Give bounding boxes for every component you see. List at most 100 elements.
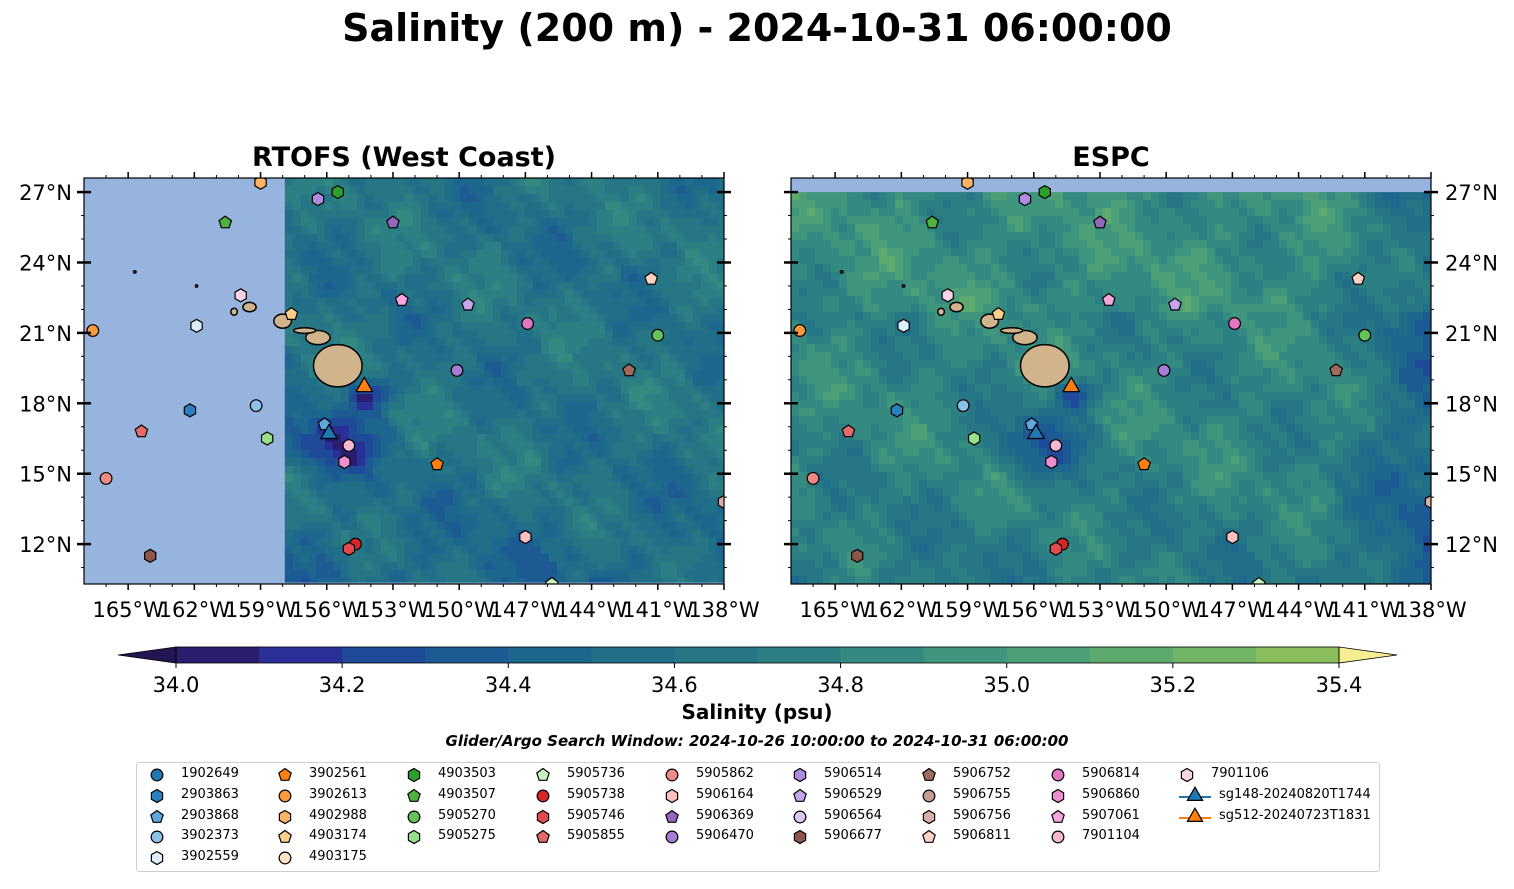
legend-label: 1902649 (181, 766, 239, 781)
legend-marker (278, 789, 292, 803)
legend-marker-icon (793, 767, 807, 783)
legend-marker-icon (278, 809, 292, 824)
legend-label: 5905270 (438, 807, 496, 823)
legend-label: 5906756 (953, 807, 1011, 823)
legend-marker-icon (665, 788, 679, 803)
legend-marker-icon (407, 767, 421, 783)
legend-label: 5906529 (824, 786, 882, 802)
legend-marker-icon (922, 809, 936, 824)
colorbar-bin (757, 647, 842, 663)
float-7901106 (941, 288, 954, 303)
float-5906677 (850, 548, 864, 563)
float-5905862 (99, 471, 113, 485)
legend-marker (1051, 830, 1065, 844)
legend-label: 7901106 (1211, 766, 1269, 781)
colorbar-bin (1006, 647, 1091, 663)
float-5906470 (1157, 363, 1171, 377)
legend-marker (536, 767, 550, 781)
legend-marker-icon (278, 851, 292, 865)
y-tick-label: 18°N (1445, 392, 1498, 416)
x-tick-label: 156°W (291, 598, 363, 622)
legend-marker (665, 809, 679, 823)
legend-label: 5906564 (824, 807, 882, 823)
legend-marker-icon (1051, 830, 1065, 844)
float-3902559 (190, 318, 203, 333)
x-tick-label: 141°W (1329, 598, 1401, 622)
x-tick-label: 165°W (92, 598, 164, 622)
float-3902561 (430, 457, 445, 471)
legend-label: 5905746 (567, 807, 625, 823)
legend-label: 4903175 (309, 849, 367, 865)
colorbar-bin (923, 647, 1008, 663)
legend-marker (150, 830, 164, 844)
legend-marker (407, 767, 421, 783)
salinity-field (791, 192, 1431, 584)
float-5906514 (311, 191, 325, 207)
float-4903174 (991, 306, 1006, 320)
legend-marker-icon (1051, 768, 1065, 782)
x-tick-label: 144°W (1263, 598, 1335, 622)
legend-marker-icon (407, 788, 421, 802)
colorbar-bin (674, 647, 758, 663)
legend-marker (922, 767, 936, 781)
colorbar-extend-high (1338, 646, 1398, 664)
x-axis-ticks: 165°W162°W159°W156°W153°W150°W147°W144°W… (92, 172, 760, 622)
legend-marker (1051, 809, 1065, 823)
legend-marker-icon (407, 830, 421, 845)
colorbar-bin (1255, 647, 1340, 663)
float-5905746 (1049, 541, 1063, 556)
colorbar-bin (342, 647, 426, 663)
float-5906860 (338, 454, 351, 470)
float-3902559 (897, 318, 910, 333)
float-5906752 (1329, 363, 1344, 377)
legend-marker (407, 830, 421, 845)
colorbar-extend-low (117, 646, 177, 664)
x-tick-label: 141°W (622, 598, 694, 622)
float-4903503 (1038, 184, 1052, 200)
float-5905736 (1251, 576, 1266, 584)
legend-label: 2903863 (181, 786, 239, 802)
legend-label: 5906470 (696, 828, 754, 844)
salinity-field (284, 178, 724, 583)
legend-marker (665, 768, 679, 782)
legend-marker (278, 851, 292, 865)
legend-label: 3902559 (181, 849, 239, 865)
search-window-caption: Glider/Argo Search Window: 2024-10-26 10… (445, 732, 1069, 750)
float-5906677 (144, 548, 157, 563)
legend-marker (793, 830, 807, 845)
float-4903174 (284, 306, 299, 320)
colorbar-tick-label: 35.0 (983, 673, 1030, 697)
float-3902561 (1137, 457, 1152, 471)
float-3902613 (793, 324, 807, 337)
float-5906811 (1351, 271, 1366, 285)
x-axis-ticks: 165°W162°W159°W156°W153°W150°W147°W144°W… (799, 172, 1467, 622)
colorbar-bin (508, 647, 592, 663)
x-tick-label: 147°W (1197, 598, 1269, 622)
figure-title: Salinity (200 m) - 2024-10-31 06:00:00 (342, 6, 1172, 50)
glider-sg148-20240820T1744 (319, 423, 339, 440)
y-tick-label: 21°N (1445, 322, 1498, 346)
float-3902613 (86, 324, 100, 337)
legend-label: 4903507 (438, 786, 496, 802)
legend-label: 5906164 (696, 786, 754, 802)
y-tick-label: 12°N (1445, 533, 1498, 557)
legend-marker (1180, 767, 1194, 783)
legend-marker-icon (150, 788, 164, 803)
legend-marker-icon (278, 789, 292, 803)
legend-marker-icon (536, 789, 550, 803)
legend-label: 5906677 (824, 828, 882, 844)
float-5906164 (1226, 529, 1239, 545)
legend-marker-icon (793, 830, 807, 845)
colorbar-tick-label: 34.6 (651, 673, 698, 697)
float-5906529 (461, 297, 475, 311)
legend-label: 5906814 (1082, 766, 1140, 781)
float-7901104 (342, 439, 356, 452)
float-5905275 (260, 431, 274, 446)
legend-marker-icon (150, 830, 164, 844)
colorbar-tick-label: 34.2 (319, 673, 366, 697)
legend-marker-icon (150, 768, 164, 782)
legend-marker-icon (1051, 809, 1065, 823)
float-5906814 (521, 317, 535, 330)
legend-marker (536, 809, 550, 824)
